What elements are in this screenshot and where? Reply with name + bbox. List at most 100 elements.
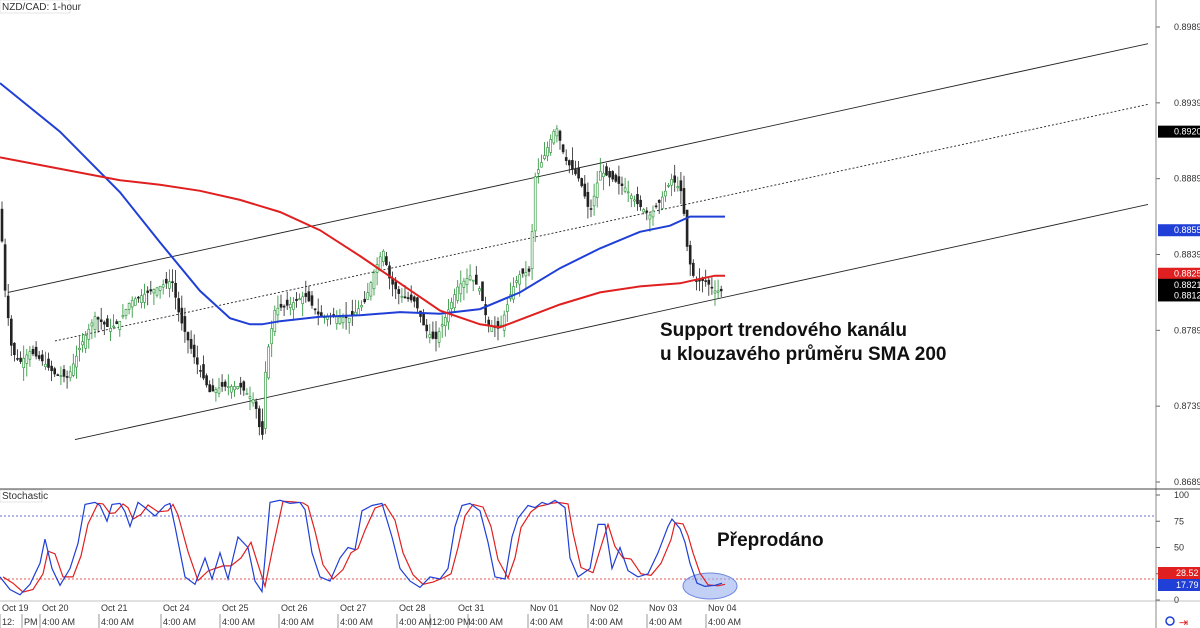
goto-latest-icon[interactable]: ⇥ — [1179, 616, 1188, 628]
candle-body — [564, 157, 568, 161]
candle-body — [338, 316, 342, 324]
candle-body — [239, 382, 242, 388]
candle-body — [220, 382, 224, 387]
candle-body — [440, 324, 444, 327]
oversold-annotation: Přeprodáno — [717, 530, 824, 551]
candle-body — [152, 289, 156, 294]
candle-body — [68, 371, 72, 379]
candle-body — [595, 182, 599, 198]
candle-body — [214, 389, 218, 393]
candle-body — [267, 346, 270, 379]
candle-body — [112, 325, 115, 328]
time-label: 4:00 AM — [42, 617, 75, 627]
candle-body — [161, 284, 165, 288]
candle-body — [372, 272, 376, 290]
candle-body — [403, 296, 407, 299]
stoch-value-box — [1158, 579, 1200, 591]
candle-body — [242, 381, 246, 391]
candle-body — [115, 321, 118, 325]
candle-body — [447, 309, 450, 323]
candle-body — [130, 300, 134, 308]
candle-body — [623, 187, 627, 192]
candle-body — [657, 199, 661, 203]
candle-body — [406, 297, 410, 300]
price-label-text: 0.8825 — [1174, 269, 1200, 279]
candle-body — [633, 199, 636, 202]
candle-body — [369, 282, 373, 297]
sma-blue-line — [0, 82, 725, 326]
time-label: 4:00 AM — [281, 617, 314, 627]
price-tick-label: 0.8889 — [1174, 174, 1200, 184]
candle-body — [478, 288, 481, 292]
date-label: Oct 25 — [222, 603, 249, 613]
candle-body — [614, 174, 618, 182]
price-label-text: 0.8920 — [1174, 127, 1200, 137]
candle-body — [22, 357, 26, 368]
candle-body — [28, 351, 32, 360]
candle-body — [257, 408, 261, 428]
candle-body — [608, 170, 611, 178]
candle-body — [301, 296, 305, 304]
candle-body — [707, 279, 711, 285]
stoch-title: Stochastic — [2, 491, 48, 502]
price-tick-label: 0.8739 — [1174, 401, 1200, 411]
candle-body — [431, 331, 435, 339]
candle-body — [254, 401, 258, 409]
candle-body — [589, 208, 593, 210]
candle-body — [496, 321, 500, 329]
candle-body — [670, 179, 673, 186]
candle-body — [580, 178, 584, 187]
candle-body — [505, 304, 509, 312]
candle-body — [660, 196, 664, 209]
candle-body — [53, 368, 57, 375]
candle-body — [549, 139, 553, 153]
candle-body — [626, 191, 630, 194]
candle-body — [75, 355, 78, 368]
stoch-value-text: 17.79 — [1176, 580, 1199, 590]
date-label: Oct 24 — [163, 603, 190, 613]
candle-body — [177, 298, 180, 313]
candle-body — [642, 209, 646, 213]
candle-body — [524, 272, 528, 277]
candle-body — [422, 313, 425, 326]
candle-body — [651, 210, 655, 218]
candle-body — [251, 399, 255, 404]
candle-body — [527, 268, 531, 272]
candle-body — [716, 290, 720, 293]
candle-body — [484, 304, 487, 316]
candle-body — [574, 169, 577, 175]
price-label-text: 0.8821 — [1174, 280, 1200, 290]
candle-body — [465, 278, 469, 285]
candle-body — [227, 386, 230, 388]
candle-body — [397, 289, 401, 294]
candle-body — [261, 421, 264, 435]
time-label: 4:00 AM — [708, 617, 741, 627]
candle-body — [56, 374, 60, 376]
price-tick-label: 0.8689 — [1174, 477, 1200, 487]
candle-body — [0, 208, 4, 242]
candle-body — [598, 170, 602, 181]
candle-body — [16, 358, 19, 360]
candle-body — [13, 342, 16, 356]
candle-body — [518, 274, 522, 285]
candle-body — [155, 287, 159, 296]
candle-body — [134, 298, 137, 306]
candle-body — [357, 308, 360, 316]
candle-body — [165, 278, 168, 284]
date-label: Nov 02 — [590, 603, 619, 613]
candle-body — [31, 349, 35, 355]
time-label: 4:00 AM — [340, 617, 373, 627]
candle-body — [196, 357, 199, 365]
stoch-tick-label: 0 — [1174, 595, 1179, 605]
stoch-tick-label: 100 — [1174, 490, 1189, 500]
candle-body — [512, 286, 515, 300]
candle-body — [208, 384, 211, 393]
candle-body — [648, 214, 652, 220]
candle-body — [459, 283, 463, 295]
candle-body — [316, 311, 320, 315]
candle-body — [713, 290, 717, 294]
sync-icon[interactable] — [1165, 616, 1175, 626]
candle-body — [171, 281, 174, 283]
candle-body — [546, 147, 549, 157]
